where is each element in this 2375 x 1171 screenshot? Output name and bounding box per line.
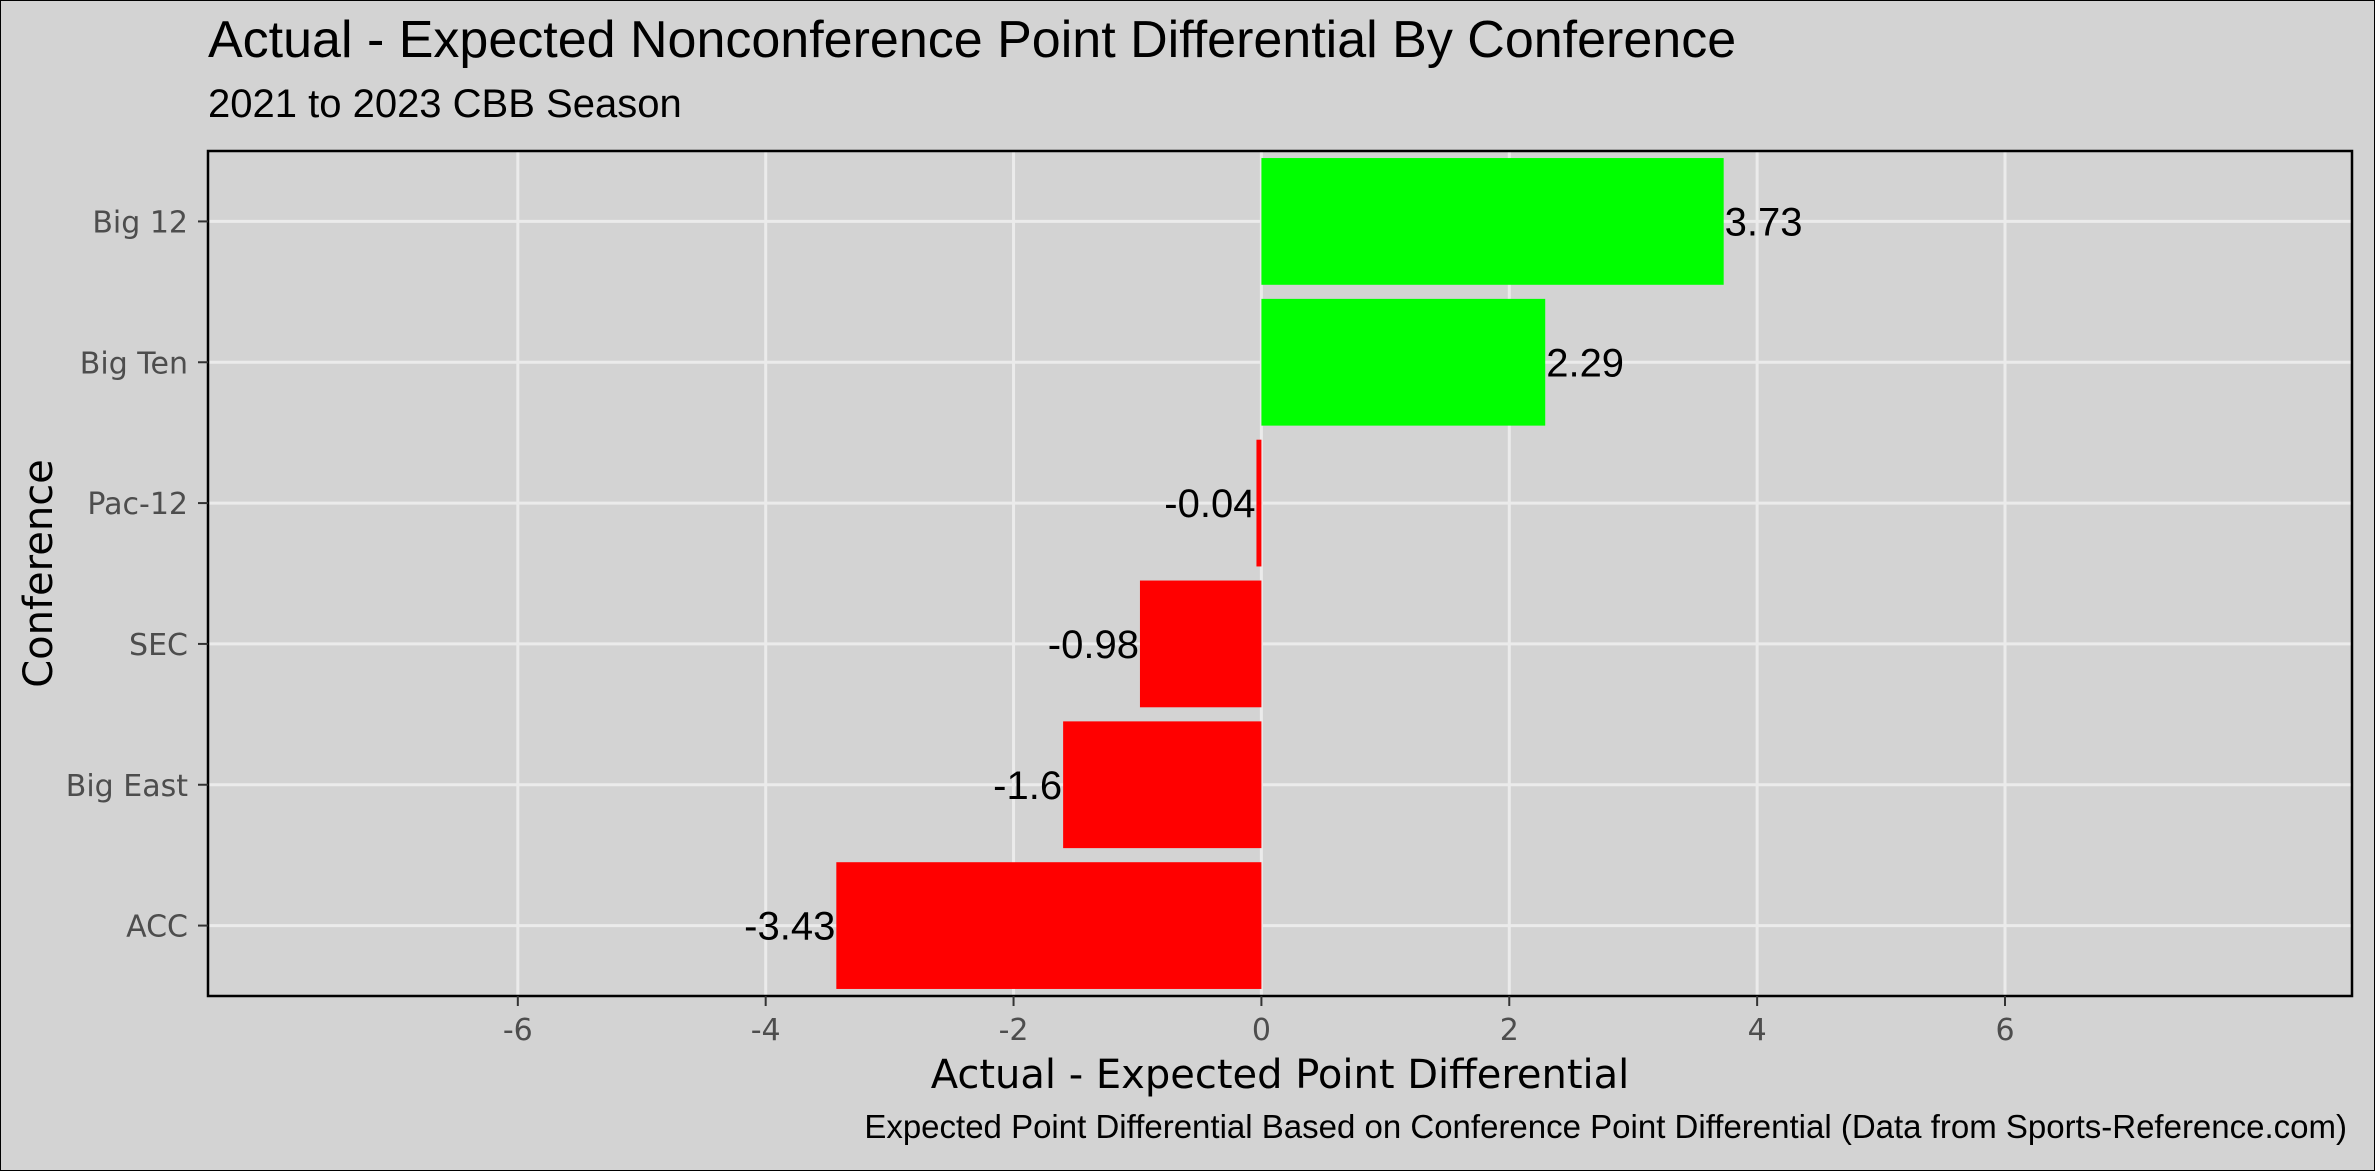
x-tick-label: 2 [1500,1013,1519,1048]
data-labels: 3.73 2.29 -0.04 -0.98 -1.6 -3.43 [744,200,1802,948]
bar-chart: 3.73 2.29 -0.04 -0.98 -1.6 -3.43 Big 12 Big Te… [16,149,2354,1098]
gridlines [208,151,2352,996]
y-tick-label: Big 12 [92,205,188,240]
bar [1063,721,1262,849]
x-tick-label: 0 [1252,1013,1271,1048]
bar [1261,158,1724,285]
chart-title: Actual - Expected Nonconference Point Di… [208,11,1737,69]
bar [1256,439,1262,567]
y-tick-label: Big East [66,769,188,804]
x-tick-label: 4 [1748,1013,1767,1048]
data-label: -0.98 [1048,623,1139,667]
x-tick-label: -4 [751,1013,781,1048]
x-axis-ticks: -6 -4 -2 0 2 4 6 [503,996,2015,1048]
bars [836,158,1724,989]
bar [836,862,1262,989]
data-label: -1.6 [993,764,1062,808]
chart-caption: Expected Point Differential Based on Con… [864,1108,2347,1145]
y-tick-label: Big Ten [80,346,188,381]
plot-panel-border [206,149,2354,998]
y-axis-ticks: Big 12 Big Ten Pac-12 SEC Big East ACC [66,205,208,945]
y-tick-label: SEC [129,628,188,663]
data-label: 3.73 [1725,200,1803,244]
x-tick-label: -6 [503,1013,533,1048]
chart-subtitle: 2021 to 2023 CBB Season [208,82,682,126]
bar [1139,580,1262,708]
data-label: 2.29 [1546,341,1624,385]
y-tick-label: ACC [126,910,188,945]
bar [1261,298,1546,426]
x-axis-title: Actual - Expected Point Differential [931,1052,1630,1098]
data-label: -0.04 [1164,482,1255,526]
x-tick-label: 6 [1995,1013,2014,1048]
y-axis-title: Conference [16,459,62,688]
x-tick-label: -2 [999,1013,1029,1048]
y-tick-label: Pac-12 [87,487,188,522]
data-label: -3.43 [744,905,835,949]
